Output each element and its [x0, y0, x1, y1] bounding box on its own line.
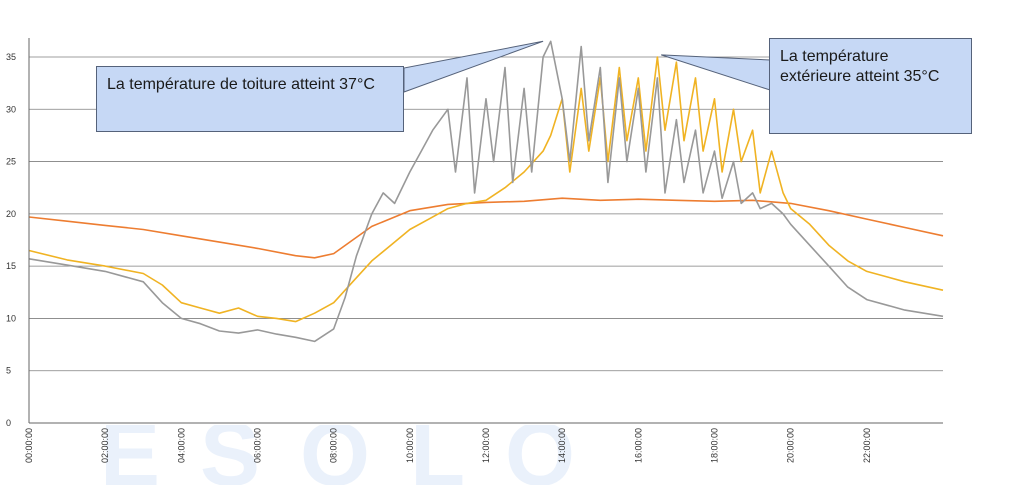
callout-leaders — [403, 40, 771, 93]
y-tick-label: 5 — [6, 366, 11, 376]
x-tick-label: 18:00:00 — [710, 428, 720, 463]
x-tick-label: 20:00:00 — [786, 428, 796, 463]
y-tick-label: 20 — [6, 209, 16, 219]
series-group — [28, 40, 944, 343]
annotation-outdoor-temperature: La température extérieure atteint 35°C — [769, 38, 972, 134]
x-tick-label: 22:00:00 — [862, 428, 872, 463]
x-tick-label: 04:00:00 — [176, 428, 186, 463]
series-line-2 — [28, 40, 944, 343]
y-tick-label: 30 — [6, 104, 16, 114]
y-tick-label: 35 — [6, 52, 16, 62]
x-tick-label: 06:00:00 — [253, 428, 263, 463]
x-tick-label: 00:00:00 — [24, 428, 34, 463]
background-watermark: ESOLO — [100, 425, 616, 485]
x-tick-label: 02:00:00 — [100, 428, 110, 463]
y-tick-label: 10 — [6, 313, 16, 323]
series-line-0 — [28, 197, 944, 259]
annotation-roof-temperature: La température de toiture atteint 37°C — [96, 66, 404, 132]
x-tick-label: 08:00:00 — [329, 428, 339, 463]
x-tick-label: 10:00:00 — [405, 428, 415, 463]
callout-pointer-roof — [403, 40, 544, 93]
x-tick-labels: 00:00:00 02:00:00 04:00:00 06:00:00 08:00:00… — [24, 428, 872, 463]
y-tick-label: 25 — [6, 157, 16, 167]
y-tick-label: 15 — [6, 261, 16, 271]
y-tick-label: 0 — [6, 418, 11, 428]
x-tick-label: 16:00:00 — [633, 428, 643, 463]
x-tick-label: 14:00:00 — [557, 428, 567, 463]
y-tick-labels: 0 5 10 15 20 25 30 35 — [6, 52, 16, 428]
x-tick-label: 12:00:00 — [481, 428, 491, 463]
series-line-1 — [28, 56, 944, 323]
